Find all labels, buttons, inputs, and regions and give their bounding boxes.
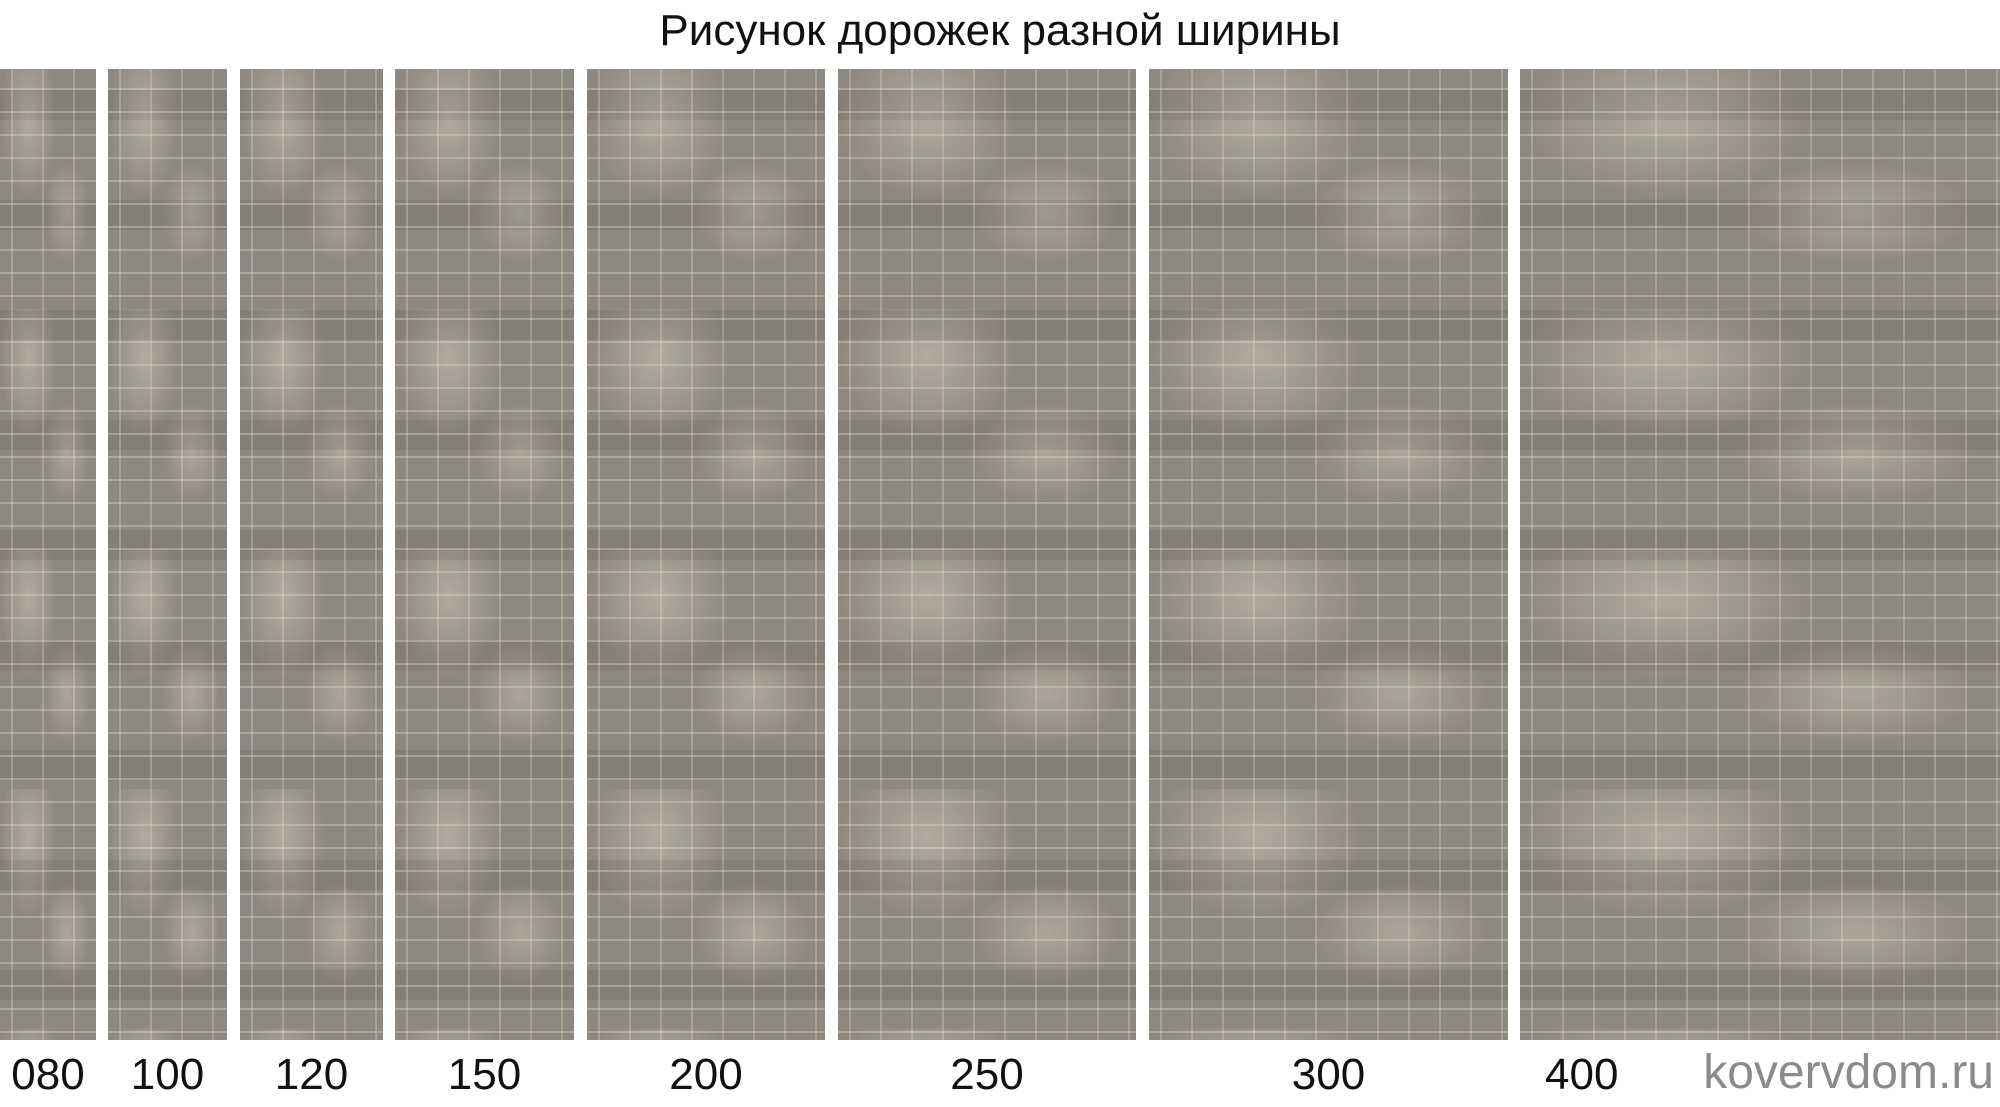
runner-sample-100 bbox=[108, 69, 227, 1040]
width-label: 400 bbox=[1545, 1050, 1619, 1099]
watermark: kovervdom.ru bbox=[1703, 1046, 1994, 1099]
runner-sample-300 bbox=[1149, 69, 1508, 1040]
runner-sample-120 bbox=[240, 69, 383, 1040]
runner-sample-200 bbox=[587, 69, 825, 1040]
width-label: 300 bbox=[1291, 1050, 1366, 1099]
width-label: 120 bbox=[274, 1050, 349, 1099]
runner-sample-250 bbox=[838, 69, 1136, 1040]
width-label: 150 bbox=[447, 1050, 522, 1099]
width-label: 100 bbox=[130, 1050, 205, 1099]
width-label: 250 bbox=[950, 1050, 1024, 1099]
runner-sample-400 bbox=[1520, 69, 2000, 1040]
width-label: 200 bbox=[669, 1050, 743, 1099]
runner-sample-150 bbox=[395, 69, 574, 1040]
page-title: Рисунок дорожек разной ширины bbox=[659, 6, 1341, 55]
width-label: 080 bbox=[11, 1050, 85, 1099]
runner-sample-080 bbox=[0, 69, 96, 1040]
